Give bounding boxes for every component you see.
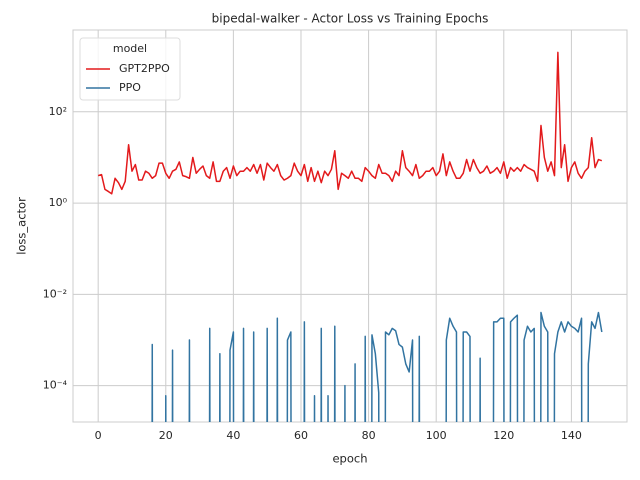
y-tick-label: 10⁰ — [49, 196, 68, 209]
legend-title: model — [113, 42, 147, 55]
y-axis-label: loss_actor — [15, 197, 29, 255]
x-tick-label: 140 — [561, 429, 582, 442]
chart-title: bipedal-walker - Actor Loss vs Training … — [212, 12, 489, 26]
legend: model GPT2PPO PPO — [79, 37, 181, 101]
x-axis-label: epoch — [332, 452, 367, 466]
x-tick-label: 80 — [362, 429, 376, 442]
y-tick-label: 10⁻⁴ — [43, 379, 68, 392]
x-tick-label: 0 — [95, 429, 102, 442]
y-tick-label: 10² — [49, 105, 67, 118]
legend-label: PPO — [119, 81, 141, 94]
y-tick-label: 10⁻² — [43, 287, 67, 300]
plot — [97, 51, 603, 422]
series-line — [97, 51, 603, 195]
x-tick-label: 100 — [426, 429, 447, 442]
legend-label: GPT2PPO — [119, 62, 170, 75]
legend-box — [79, 37, 181, 101]
x-tick-label: 20 — [159, 429, 173, 442]
x-tick-label: 120 — [493, 429, 514, 442]
x-tick-label: 40 — [226, 429, 240, 442]
x-tick-label: 60 — [294, 429, 308, 442]
